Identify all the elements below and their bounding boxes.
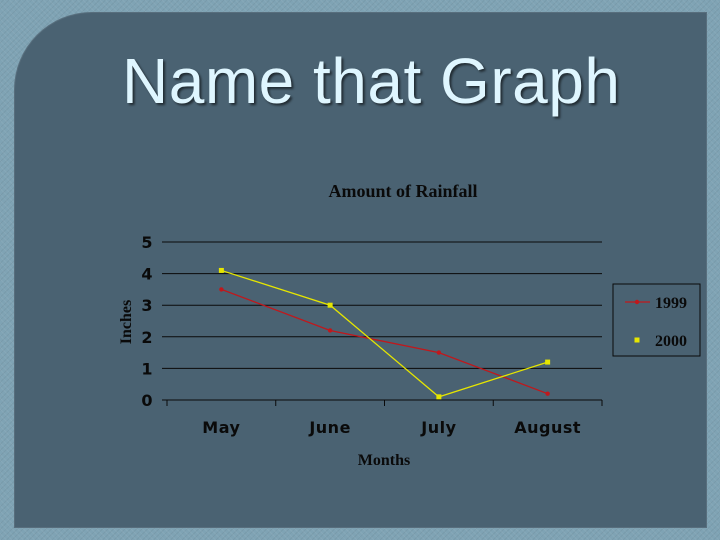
slide-panel (14, 12, 707, 528)
legend: 1999 2000 (612, 283, 701, 357)
y-tick-label: 2 (141, 328, 152, 347)
data-point-2000 (327, 302, 333, 308)
x-tick-label: July (420, 418, 456, 437)
y-tick-label: 3 (141, 296, 152, 315)
data-point-1999 (436, 350, 442, 355)
data-point-1999 (219, 287, 224, 292)
series-line-2000 (221, 269, 548, 398)
x-axis (166, 400, 603, 406)
data-point-2000 (436, 394, 442, 400)
y-tick-labels: 0 1 2 3 4 5 (141, 233, 152, 410)
x-tick-label: May (202, 418, 240, 437)
slide-title: Name that Graph (122, 45, 621, 117)
series-lines (218, 267, 551, 400)
legend-marker-2000 (634, 337, 640, 343)
y-tick-label: 5 (141, 233, 152, 252)
x-axis-label: Months (358, 452, 410, 469)
series-line-1999 (221, 288, 548, 395)
legend-label-2000: 2000 (655, 333, 687, 350)
chart-title: Amount of Rainfall (328, 181, 477, 201)
y-tick-label: 4 (141, 265, 152, 284)
legend-marker-1999 (634, 299, 640, 305)
x-tick-label: June (308, 418, 351, 437)
y-axis-label: Inches (118, 300, 135, 344)
data-point-1999 (327, 328, 333, 333)
grid-lines (162, 241, 602, 401)
y-tick-label: 1 (141, 359, 152, 378)
x-tick-label: August (514, 418, 581, 437)
legend-box (612, 283, 701, 357)
data-point-2000 (545, 359, 551, 365)
y-tick-label: 0 (141, 391, 152, 410)
data-point-2000 (218, 267, 224, 273)
data-point-1999 (545, 391, 550, 396)
legend-label-1999: 1999 (655, 295, 687, 312)
x-tick-labels: May June July August (202, 418, 581, 437)
